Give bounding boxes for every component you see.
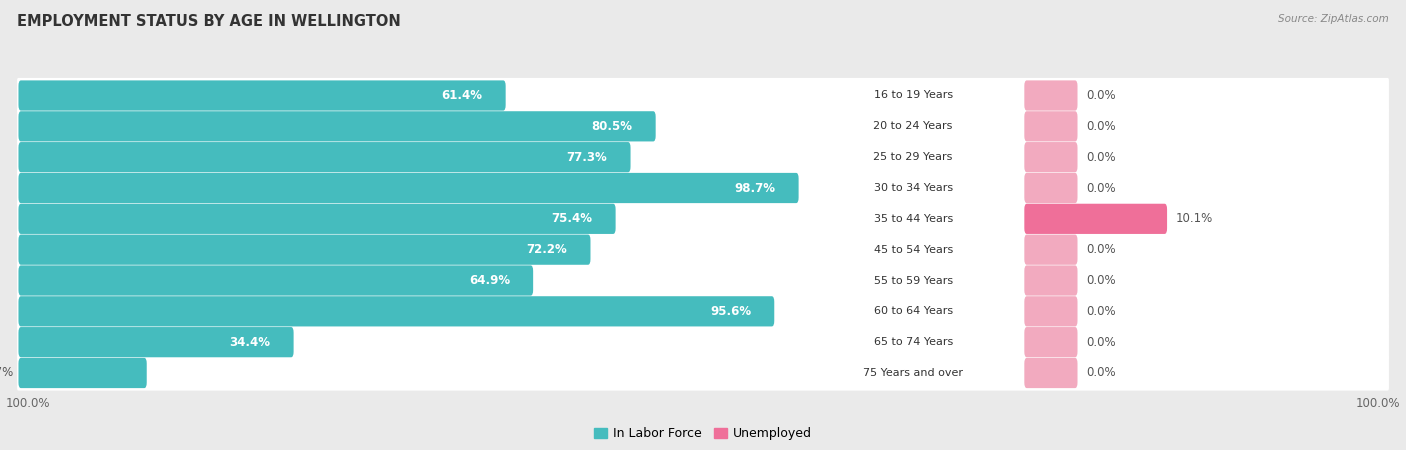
FancyBboxPatch shape <box>17 171 1389 206</box>
FancyBboxPatch shape <box>17 232 1389 267</box>
FancyBboxPatch shape <box>17 78 1389 113</box>
Text: 45 to 54 Years: 45 to 54 Years <box>873 245 953 255</box>
FancyBboxPatch shape <box>17 294 1389 329</box>
FancyBboxPatch shape <box>804 236 1022 263</box>
FancyBboxPatch shape <box>18 266 533 296</box>
Text: 65 to 74 Years: 65 to 74 Years <box>873 337 953 347</box>
FancyBboxPatch shape <box>17 356 1389 391</box>
FancyBboxPatch shape <box>17 109 1389 144</box>
Text: 95.6%: 95.6% <box>710 305 751 318</box>
FancyBboxPatch shape <box>1025 266 1077 296</box>
Text: 0.0%: 0.0% <box>1085 89 1116 102</box>
FancyBboxPatch shape <box>804 82 1022 109</box>
FancyBboxPatch shape <box>804 267 1022 294</box>
FancyBboxPatch shape <box>18 173 799 203</box>
Text: EMPLOYMENT STATUS BY AGE IN WELLINGTON: EMPLOYMENT STATUS BY AGE IN WELLINGTON <box>17 14 401 28</box>
FancyBboxPatch shape <box>17 263 1389 298</box>
Text: 75 Years and over: 75 Years and over <box>863 368 963 378</box>
Text: 10.1%: 10.1% <box>1175 212 1213 225</box>
FancyBboxPatch shape <box>18 234 591 265</box>
Text: 20 to 24 Years: 20 to 24 Years <box>873 122 953 131</box>
Text: 72.2%: 72.2% <box>527 243 568 256</box>
FancyBboxPatch shape <box>1025 81 1077 111</box>
Text: 55 to 59 Years: 55 to 59 Years <box>873 275 953 285</box>
Text: 0.0%: 0.0% <box>1085 151 1116 164</box>
Text: 0.0%: 0.0% <box>1085 243 1116 256</box>
FancyBboxPatch shape <box>1025 204 1167 234</box>
FancyBboxPatch shape <box>804 175 1022 202</box>
Text: 34.4%: 34.4% <box>229 336 270 349</box>
FancyBboxPatch shape <box>18 327 294 357</box>
FancyBboxPatch shape <box>17 201 1389 236</box>
FancyBboxPatch shape <box>804 113 1022 140</box>
FancyBboxPatch shape <box>1025 142 1077 172</box>
FancyBboxPatch shape <box>18 81 506 111</box>
FancyBboxPatch shape <box>1025 111 1077 141</box>
FancyBboxPatch shape <box>18 296 775 326</box>
FancyBboxPatch shape <box>1025 234 1077 265</box>
FancyBboxPatch shape <box>17 324 1389 360</box>
FancyBboxPatch shape <box>804 205 1022 232</box>
FancyBboxPatch shape <box>18 358 146 388</box>
Text: 77.3%: 77.3% <box>567 151 607 164</box>
FancyBboxPatch shape <box>804 144 1022 171</box>
Text: 64.9%: 64.9% <box>468 274 510 287</box>
Text: 15.7%: 15.7% <box>0 366 14 379</box>
FancyBboxPatch shape <box>804 360 1022 387</box>
FancyBboxPatch shape <box>804 328 1022 356</box>
Text: 98.7%: 98.7% <box>734 181 776 194</box>
Legend: In Labor Force, Unemployed: In Labor Force, Unemployed <box>589 422 817 445</box>
Text: 25 to 29 Years: 25 to 29 Years <box>873 152 953 162</box>
Text: 0.0%: 0.0% <box>1085 366 1116 379</box>
FancyBboxPatch shape <box>18 204 616 234</box>
Text: 80.5%: 80.5% <box>592 120 633 133</box>
FancyBboxPatch shape <box>18 142 630 172</box>
FancyBboxPatch shape <box>1025 358 1077 388</box>
Text: 60 to 64 Years: 60 to 64 Years <box>873 306 953 316</box>
Text: 0.0%: 0.0% <box>1085 120 1116 133</box>
Text: 0.0%: 0.0% <box>1085 336 1116 349</box>
FancyBboxPatch shape <box>1025 327 1077 357</box>
FancyBboxPatch shape <box>1025 296 1077 326</box>
FancyBboxPatch shape <box>1025 173 1077 203</box>
FancyBboxPatch shape <box>18 111 655 141</box>
Text: 30 to 34 Years: 30 to 34 Years <box>873 183 953 193</box>
Text: 75.4%: 75.4% <box>551 212 592 225</box>
Text: 16 to 19 Years: 16 to 19 Years <box>873 90 953 100</box>
Text: 0.0%: 0.0% <box>1085 274 1116 287</box>
Text: 0.0%: 0.0% <box>1085 181 1116 194</box>
Text: 61.4%: 61.4% <box>441 89 482 102</box>
FancyBboxPatch shape <box>804 298 1022 325</box>
Text: 35 to 44 Years: 35 to 44 Years <box>873 214 953 224</box>
Text: Source: ZipAtlas.com: Source: ZipAtlas.com <box>1278 14 1389 23</box>
FancyBboxPatch shape <box>17 140 1389 175</box>
Text: 0.0%: 0.0% <box>1085 305 1116 318</box>
